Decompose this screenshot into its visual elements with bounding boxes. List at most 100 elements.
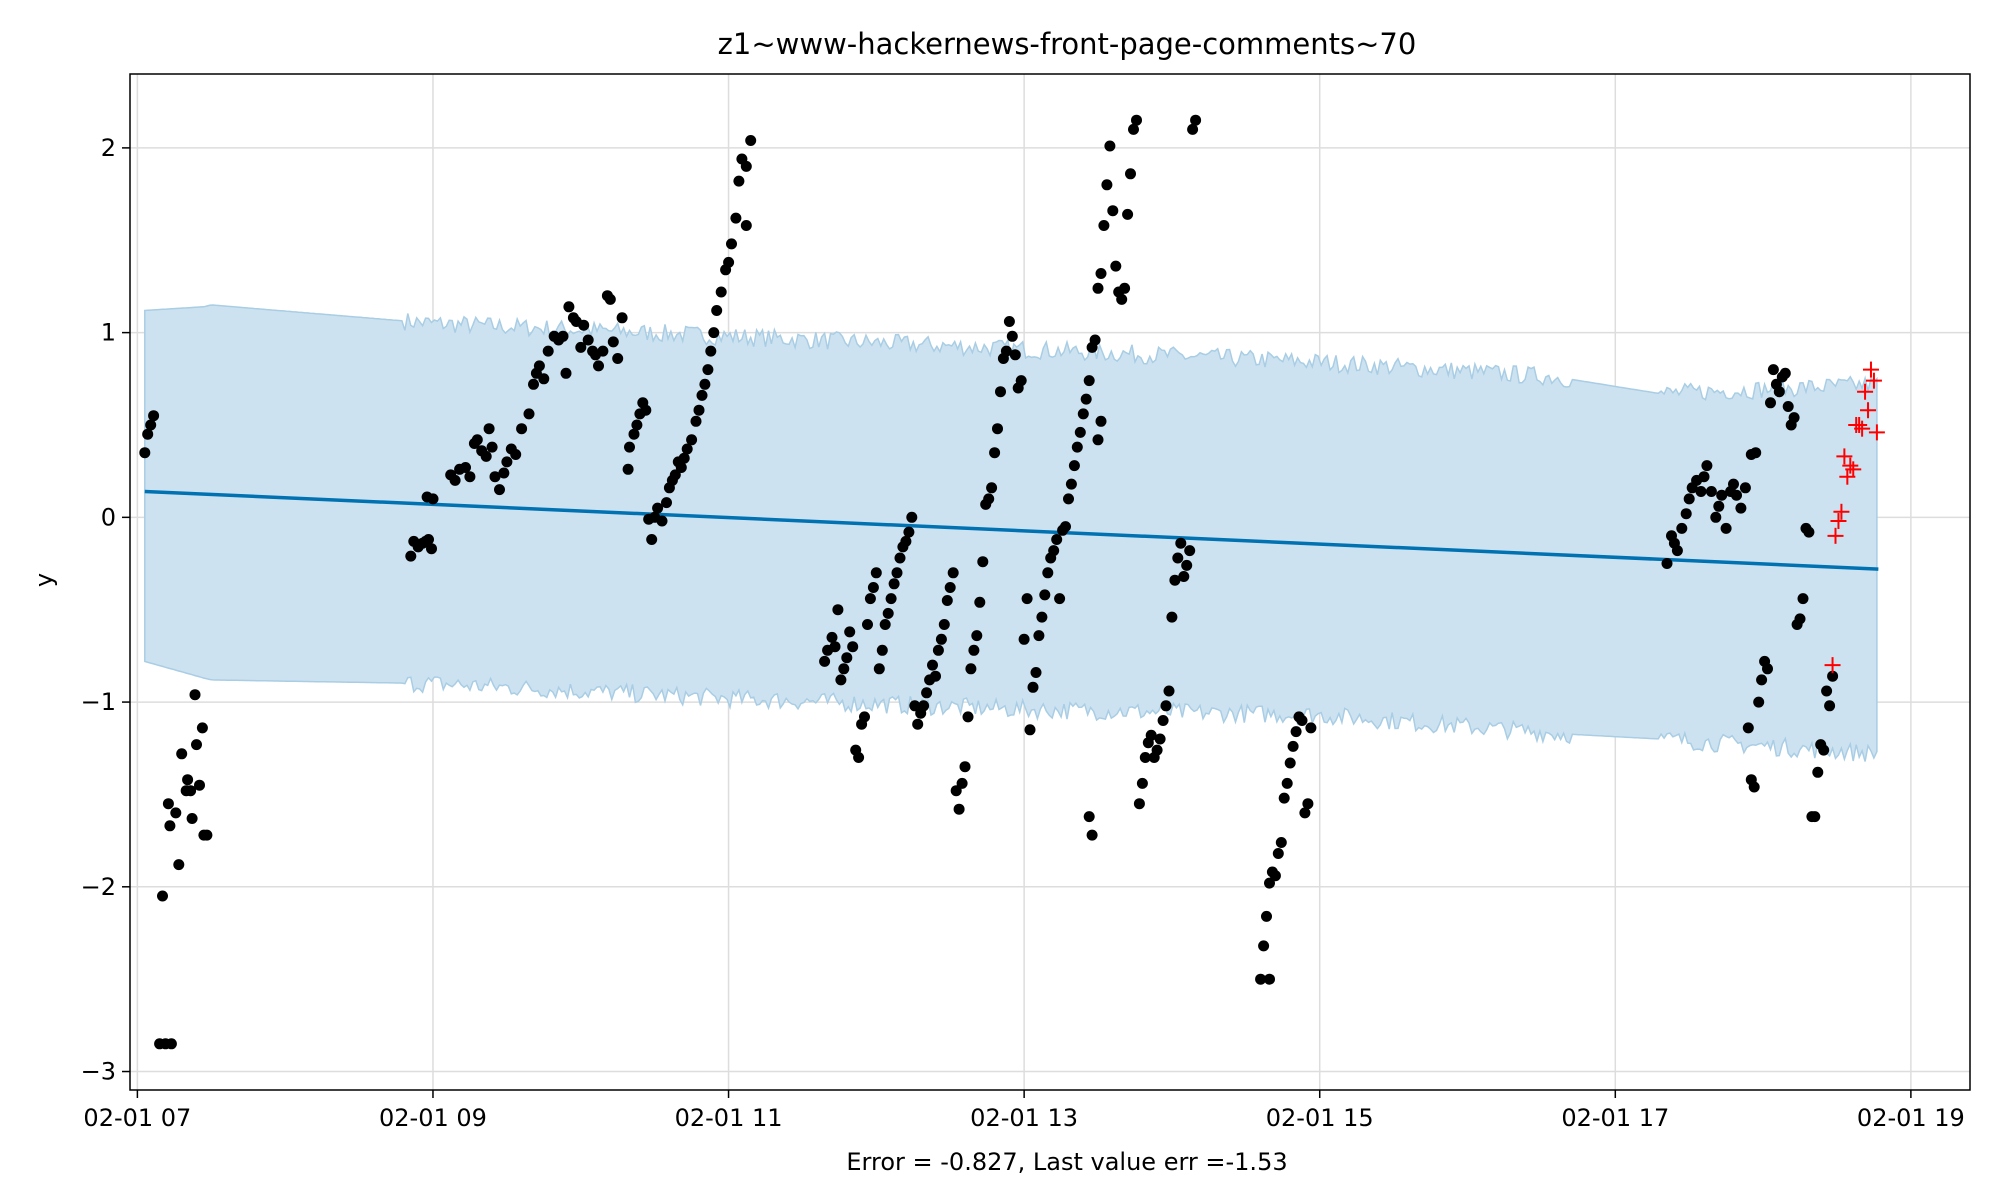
observed-point [894, 552, 906, 564]
observed-point [612, 353, 624, 364]
observed-point [1018, 633, 1030, 645]
observed-point [873, 663, 885, 675]
x-axis-label: Error = -0.827, Last value err =-1.53 [846, 1148, 1287, 1176]
observed-point [959, 761, 971, 773]
observed-point [879, 619, 891, 630]
observed-point [983, 493, 995, 505]
observed-point [1181, 559, 1193, 571]
observed-point [1060, 521, 1071, 533]
observed-point [563, 301, 575, 313]
observed-point [1036, 611, 1048, 623]
observed-point [1788, 412, 1800, 424]
observed-point [501, 456, 513, 468]
y-tick-label: 1 [101, 319, 116, 347]
observed-point [1080, 393, 1092, 405]
chart-title: z1~www-hackernews-front-page-comments~70 [718, 27, 1417, 61]
observed-point [1748, 781, 1760, 793]
observed-point [145, 419, 157, 431]
observed-point [841, 652, 853, 664]
test-point [1836, 448, 1853, 465]
observed-point [1065, 478, 1077, 490]
observed-point [1092, 434, 1104, 446]
observed-point [1128, 123, 1139, 135]
observed-point [494, 484, 505, 496]
observed-point [1083, 375, 1095, 387]
y-axis-label: y [30, 573, 58, 587]
observed-point [1116, 293, 1128, 305]
observed-point [1095, 415, 1107, 427]
observed-point [1042, 567, 1054, 579]
observed-point [1299, 807, 1311, 819]
x-tick-label: 02-01 19 [1857, 1104, 1965, 1132]
x-tick-label: 02-01 17 [1561, 1104, 1669, 1132]
observed-point [560, 367, 572, 379]
observed-point [182, 774, 194, 786]
observed-point [593, 360, 604, 372]
observed-point [1024, 724, 1036, 736]
observed-point [1680, 508, 1692, 520]
observed-point [170, 807, 182, 819]
observed-point [173, 859, 185, 871]
observed-point [847, 641, 859, 653]
observed-point [1278, 792, 1290, 804]
observed-point [906, 511, 918, 523]
observed-point [1136, 777, 1148, 789]
test-point [1845, 461, 1862, 478]
observed-point [597, 345, 609, 357]
observed-point [891, 567, 903, 579]
observed-point [921, 687, 933, 699]
observed-point [405, 550, 417, 562]
observed-point [1701, 460, 1713, 472]
observed-point [1742, 722, 1754, 734]
observed-point [867, 582, 879, 593]
observed-point [652, 502, 664, 514]
observed-point [730, 212, 742, 224]
observed-point [1698, 471, 1710, 483]
observed-point [1166, 611, 1178, 623]
observed-point [864, 593, 876, 605]
observed-point [1264, 973, 1275, 985]
observed-point [989, 447, 1001, 459]
observed-point [1104, 140, 1116, 152]
observed-point [1003, 316, 1015, 327]
observed-point [726, 238, 737, 250]
observed-point [575, 341, 587, 353]
observed-point [992, 423, 1003, 435]
observed-point [944, 582, 956, 593]
observed-point [1187, 123, 1199, 135]
observed-point [1683, 493, 1695, 505]
observed-point [1172, 552, 1184, 564]
observed-point [1281, 777, 1293, 789]
observed-point [1000, 345, 1012, 357]
observed-point [844, 626, 856, 638]
observed-point [578, 319, 590, 331]
observed-point [1750, 447, 1762, 459]
observed-point [1175, 537, 1187, 549]
y-tick-label: −3 [81, 1058, 116, 1086]
uncertainty-band-area [144, 304, 1878, 762]
observed-point [1119, 282, 1131, 294]
observed-point [953, 803, 965, 815]
x-tick-label: 02-01 13 [970, 1104, 1078, 1132]
observed-point [745, 135, 757, 146]
observed-point [631, 419, 643, 431]
observed-point [686, 434, 698, 446]
observed-point [1812, 766, 1824, 778]
observed-point [1716, 489, 1728, 501]
observed-point [885, 593, 897, 605]
observed-point [1157, 715, 1169, 726]
observed-point [690, 415, 702, 427]
observed-point [646, 534, 658, 545]
observed-point [186, 813, 198, 824]
observed-point [1131, 114, 1142, 126]
observed-point [557, 330, 569, 342]
observed-point [1739, 482, 1751, 494]
observed-point [189, 689, 201, 701]
observed-point [1255, 973, 1267, 985]
y-tick-label: 2 [101, 134, 116, 162]
observed-point [740, 220, 752, 231]
observed-point [423, 534, 434, 545]
observed-point [1275, 837, 1287, 848]
observed-point [139, 447, 151, 459]
